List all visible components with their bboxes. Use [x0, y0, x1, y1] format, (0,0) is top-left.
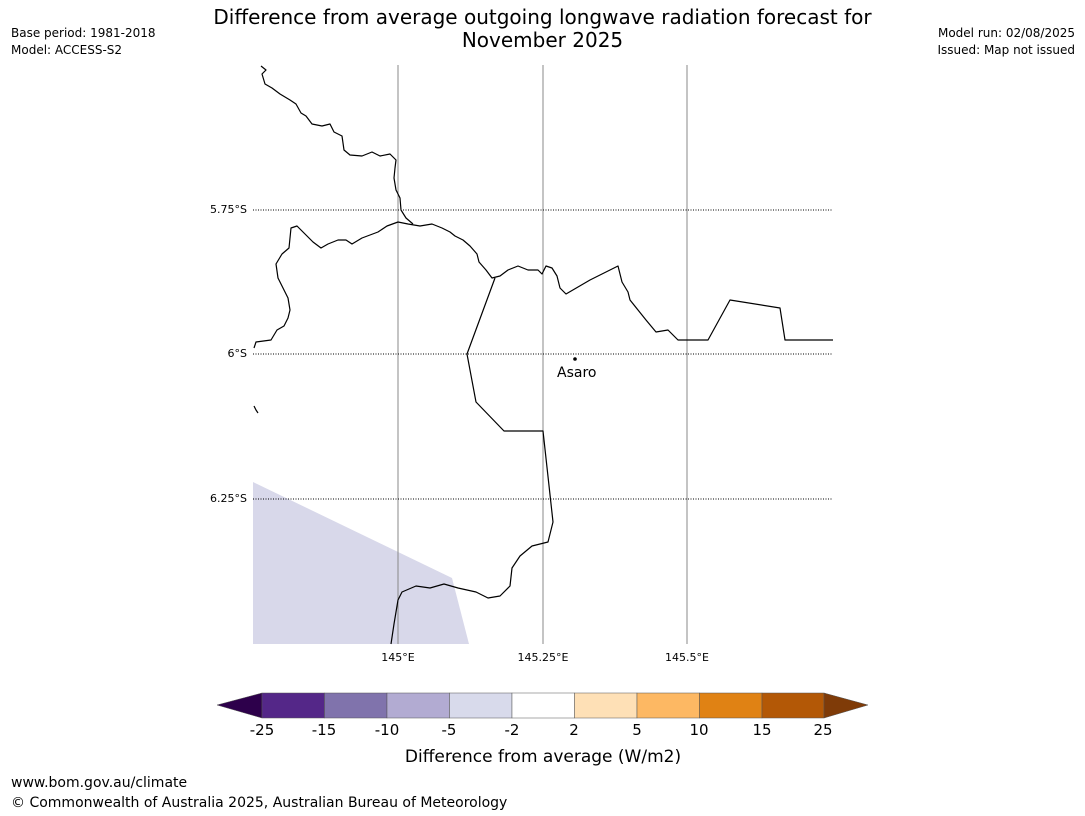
colorbar-tick: -10	[375, 721, 400, 739]
colorbar-tick: 25	[813, 721, 832, 739]
metadata-left: Base period: 1981-2018 Model: ACCESS-S2	[11, 25, 156, 59]
lon-label-145-25e: 145.25°E	[518, 651, 569, 664]
lon-label-145e: 145°E	[381, 651, 414, 664]
map-title: Difference from average outgoing longwav…	[180, 6, 905, 52]
colorbar-bin-8	[699, 692, 763, 719]
colorbar-tick: -15	[312, 721, 337, 739]
colorbar	[216, 692, 869, 719]
colorbar-tick: -25	[250, 721, 275, 739]
lat-label-5-75s: 5.75°S	[210, 203, 247, 216]
colorbar-title: Difference from average (W/m2)	[405, 747, 681, 767]
colorbar-bin-4	[449, 692, 513, 719]
colorbar-bin-6	[574, 692, 638, 719]
boundary-north	[260, 65, 414, 225]
asaro-marker	[573, 357, 577, 361]
colorbar-bin-2	[324, 692, 388, 719]
colorbar-tick: 5	[632, 721, 642, 739]
colorbar-tick: -2	[505, 721, 520, 739]
footer-url: www.bom.gov.au/climate	[11, 775, 188, 791]
colorbar-tick: 15	[752, 721, 771, 739]
issued-status: Issued: Map not issued	[937, 43, 1075, 57]
base-period: Base period: 1981-2018	[11, 26, 156, 40]
place-label-asaro: Asaro	[557, 365, 597, 381]
lat-label-6s: 6°S	[228, 347, 247, 360]
colorbar-bin-3	[386, 692, 450, 719]
anomaly-region	[253, 482, 469, 644]
model-name: Model: ACCESS-S2	[11, 43, 123, 57]
footer-copyright: © Commonwealth of Australia 2025, Austra…	[11, 795, 508, 811]
model-run: Model run: 02/08/2025	[937, 26, 1075, 40]
colorbar-tick: 2	[569, 721, 579, 739]
colorbar-bin-5	[511, 692, 575, 719]
title-line-1: Difference from average outgoing longwav…	[213, 5, 872, 29]
colorbar-tick: 10	[689, 721, 708, 739]
colorbar-tick: -5	[442, 721, 457, 739]
colorbar-bin-1	[261, 692, 325, 719]
lon-label-145-5e: 145.5°E	[665, 651, 709, 664]
colorbar-bin-7	[636, 692, 700, 719]
colorbar-arrow-high	[823, 692, 869, 719]
colorbar-bin-9	[761, 692, 825, 719]
lat-label-6-25s: 6.25°S	[210, 492, 247, 505]
boundary-south	[390, 277, 554, 645]
metadata-right: Model run: 02/08/2025 Issued: Map not is…	[937, 25, 1075, 59]
colorbar-arrow-low	[216, 692, 263, 719]
title-line-2: November 2025	[461, 28, 624, 52]
boundary-fragment	[253, 405, 259, 414]
boundary-ridge	[253, 221, 833, 349]
